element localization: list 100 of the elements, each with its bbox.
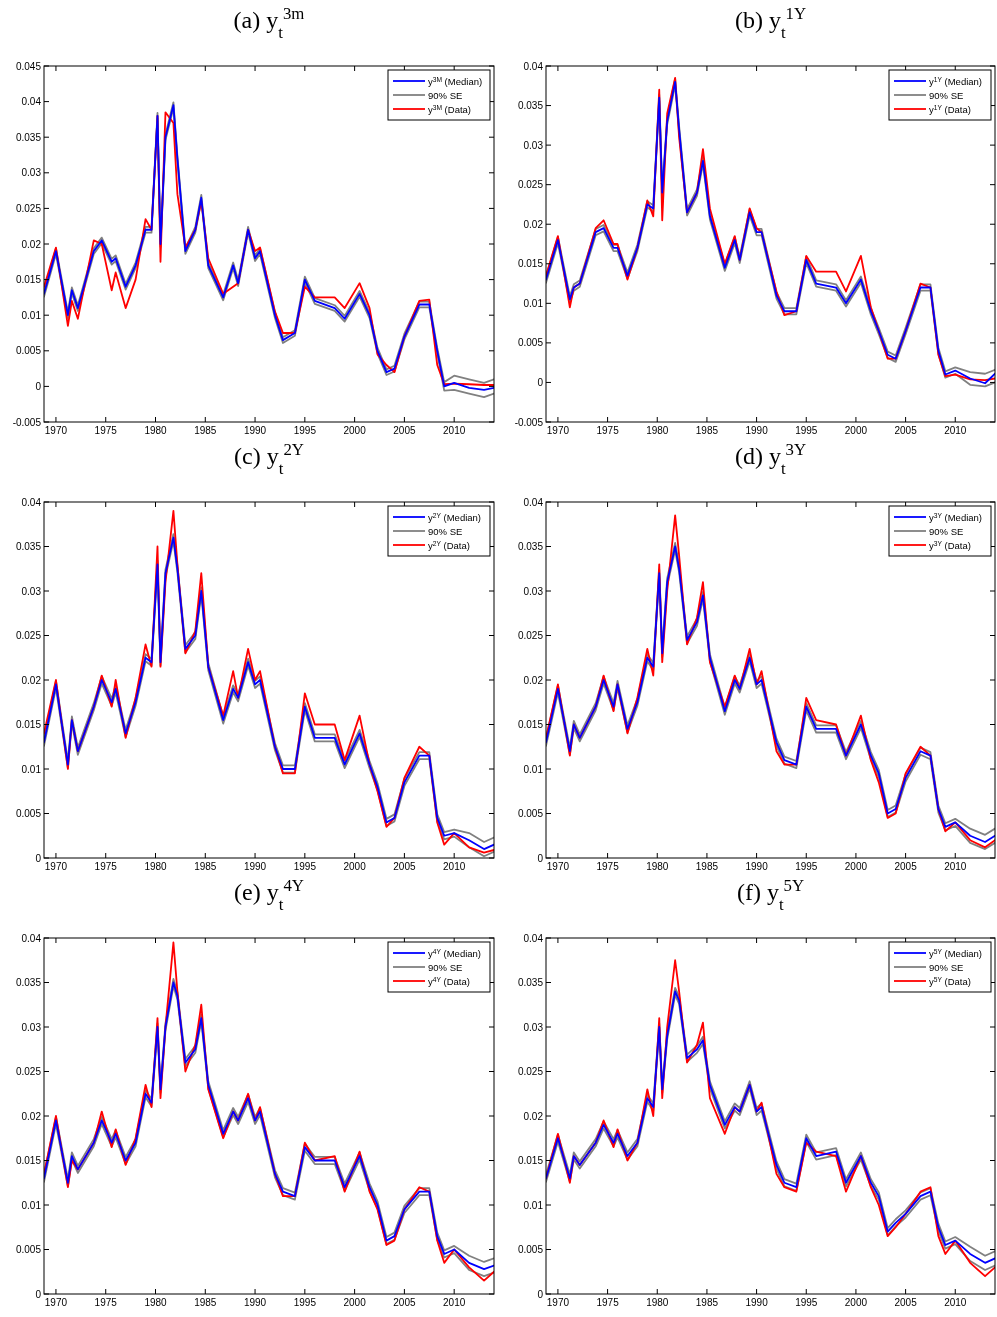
x-tick-label: 1975 bbox=[596, 861, 620, 872]
y-tick-label: 0 bbox=[35, 852, 42, 864]
y-tick-label: 0.015 bbox=[15, 274, 42, 286]
y-tick-label: 0.025 bbox=[15, 630, 42, 641]
legend-label: y$^{5Y}$ (Median) bbox=[929, 947, 982, 959]
y-tick-label: 0.02 bbox=[523, 674, 544, 686]
y-tick-label: 0.03 bbox=[523, 1021, 544, 1033]
y-tick-label: 0.04 bbox=[523, 496, 544, 508]
legend-label: 90% SE bbox=[929, 525, 964, 537]
y-tick-label: 0.035 bbox=[517, 100, 544, 112]
x-tick-label: 1990 bbox=[243, 425, 267, 436]
y-tick-label: 0 bbox=[537, 376, 544, 388]
y-tick-label: 0.005 bbox=[517, 337, 544, 349]
x-tick-label: 2010 bbox=[443, 861, 466, 872]
y-tick-label: -0.005 bbox=[514, 416, 544, 428]
y-tick-label: 0.025 bbox=[15, 202, 42, 214]
x-tick-label: 1990 bbox=[243, 861, 267, 872]
x-tick-label: 1980 bbox=[646, 861, 669, 872]
y-tick-label: 0 bbox=[35, 1288, 42, 1300]
x-tick-label: 1970 bbox=[546, 425, 570, 436]
y-tick-label: 0.015 bbox=[517, 719, 544, 730]
y-tick-label: 0.035 bbox=[517, 541, 544, 552]
x-tick-label: 1980 bbox=[144, 1297, 168, 1308]
y-tick-label: 0.02 bbox=[21, 674, 42, 686]
y-tick-label: 0 bbox=[35, 380, 42, 392]
x-tick-label: 1975 bbox=[596, 425, 620, 436]
x-tick-label: 2000 bbox=[844, 1297, 868, 1308]
x-tick-label: 2000 bbox=[343, 425, 367, 436]
x-tick-label: 2005 bbox=[894, 425, 918, 436]
x-tick-label: 1985 bbox=[695, 1297, 719, 1308]
legend-label: y$^{5Y}$ (Data) bbox=[929, 975, 971, 987]
x-tick-label: 1995 bbox=[293, 861, 317, 872]
legend-label: 90% SE bbox=[428, 89, 463, 101]
x-tick-label: 1995 bbox=[795, 425, 818, 436]
y-tick-label: 0.015 bbox=[517, 258, 544, 270]
y-tick-label: 0.02 bbox=[523, 1110, 544, 1122]
legend-label: 90% SE bbox=[929, 961, 964, 973]
x-tick-label: 1995 bbox=[293, 425, 317, 436]
x-tick-label: 1995 bbox=[795, 861, 818, 872]
y-tick-label: 0.01 bbox=[21, 1199, 42, 1211]
y-tick-label: 0.04 bbox=[21, 496, 42, 508]
y-tick-label: 0.04 bbox=[523, 932, 544, 944]
y-tick-label: 0.025 bbox=[15, 1066, 42, 1077]
y-tick-label: 0.035 bbox=[517, 977, 544, 988]
y-tick-label: 0.015 bbox=[15, 719, 42, 730]
y-tick-label: 0.01 bbox=[523, 763, 544, 775]
x-tick-label: 2010 bbox=[944, 861, 967, 872]
y-tick-label: 0.005 bbox=[517, 1244, 544, 1255]
x-tick-label: 2010 bbox=[944, 425, 967, 436]
y-tick-label: 0.01 bbox=[523, 1199, 544, 1211]
x-tick-label: 1995 bbox=[795, 1297, 818, 1308]
x-tick-label: 1990 bbox=[745, 425, 769, 436]
y-tick-label: 0.03 bbox=[523, 585, 544, 597]
x-tick-label: 2000 bbox=[343, 1297, 367, 1308]
x-tick-label: 2005 bbox=[894, 1297, 918, 1308]
x-tick-label: 2005 bbox=[393, 425, 416, 436]
y-tick-label: 0.03 bbox=[21, 1021, 42, 1033]
x-tick-label: 2005 bbox=[393, 861, 416, 872]
y-tick-label: -0.005 bbox=[12, 416, 42, 428]
y-tick-label: 0.02 bbox=[523, 218, 544, 230]
x-tick-label: 1985 bbox=[695, 861, 719, 872]
y-tick-label: 0.035 bbox=[15, 541, 42, 552]
x-tick-label: 2000 bbox=[343, 861, 367, 872]
y-tick-label: 0.03 bbox=[21, 167, 42, 179]
y-tick-label: 0.005 bbox=[517, 808, 544, 819]
x-tick-label: 1970 bbox=[44, 861, 68, 872]
x-tick-label: 2005 bbox=[393, 1297, 416, 1308]
x-tick-label: 1980 bbox=[144, 861, 168, 872]
legend-label: y$^{4Y}$ (Data) bbox=[428, 975, 470, 987]
legend-label: y$^{3M}$ (Data) bbox=[428, 103, 472, 115]
x-tick-label: 2005 bbox=[894, 861, 918, 872]
x-tick-label: 1995 bbox=[293, 1297, 317, 1308]
legend-label: 90% SE bbox=[428, 961, 463, 973]
y-tick-label: 0.03 bbox=[21, 585, 42, 597]
x-tick-label: 2000 bbox=[844, 861, 868, 872]
legend-label: 90% SE bbox=[929, 89, 964, 101]
y-tick-label: 0.01 bbox=[21, 763, 42, 775]
x-tick-label: 1985 bbox=[194, 425, 217, 436]
y-tick-label: 0.025 bbox=[517, 630, 544, 641]
x-tick-label: 1990 bbox=[745, 1297, 769, 1308]
legend-label: y$^{1Y}$ (Median) bbox=[929, 75, 982, 87]
x-tick-label: 1990 bbox=[243, 1297, 267, 1308]
x-tick-label: 1970 bbox=[546, 861, 570, 872]
y-tick-label: 0.045 bbox=[15, 60, 42, 72]
legend-label: y$^{4Y}$ (Median) bbox=[428, 947, 481, 959]
x-tick-label: 1975 bbox=[94, 861, 118, 872]
y-tick-label: 0.025 bbox=[517, 179, 544, 191]
x-tick-label: 1985 bbox=[695, 425, 719, 436]
x-tick-label: 1980 bbox=[144, 425, 168, 436]
y-tick-label: 0.005 bbox=[15, 808, 42, 819]
x-tick-label: 1980 bbox=[646, 425, 669, 436]
y-tick-label: 0.04 bbox=[21, 932, 42, 944]
x-tick-label: 1970 bbox=[44, 1297, 68, 1308]
y-tick-label: 0.01 bbox=[523, 297, 544, 309]
x-tick-label: 2010 bbox=[944, 1297, 967, 1308]
y-tick-label: 0.005 bbox=[15, 1244, 42, 1255]
y-tick-label: 0.015 bbox=[517, 1155, 544, 1166]
y-tick-label: 0.04 bbox=[21, 96, 42, 108]
y-tick-label: 0.02 bbox=[21, 1110, 42, 1122]
legend-label: 90% SE bbox=[428, 525, 463, 537]
